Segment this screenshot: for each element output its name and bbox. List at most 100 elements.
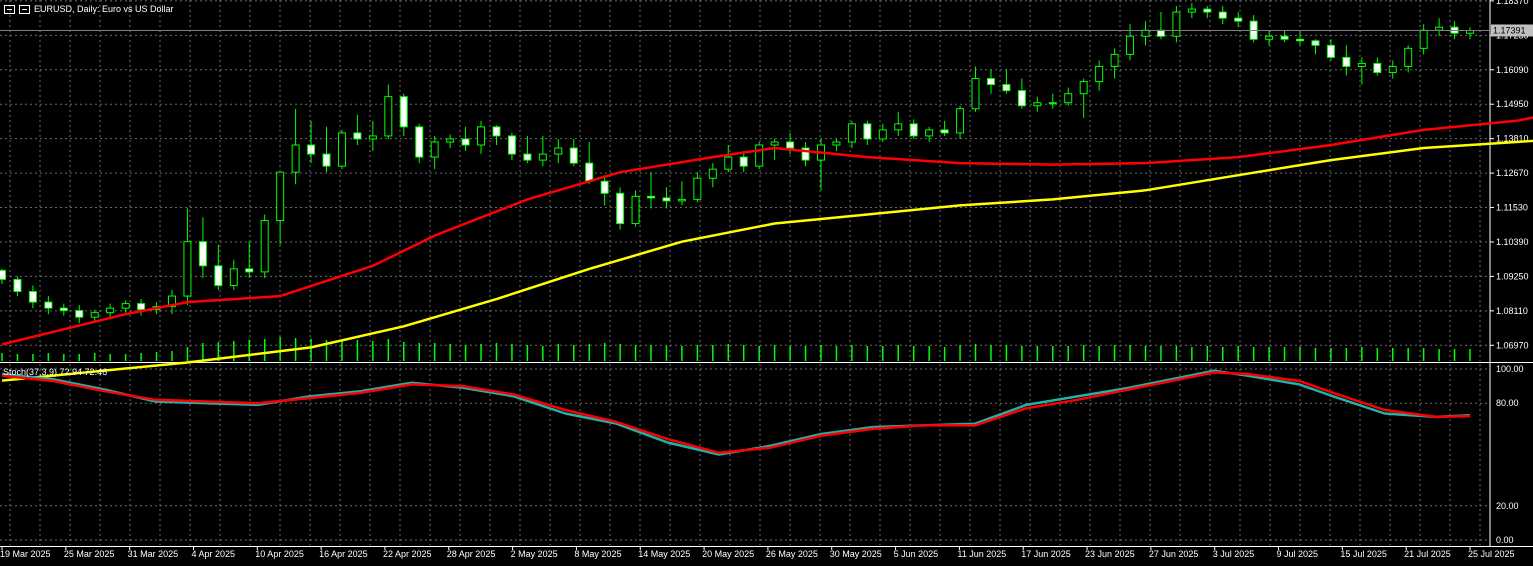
bear-candle xyxy=(75,310,84,318)
y-tick-label: 1.06970 xyxy=(1496,340,1529,350)
bear-candle xyxy=(461,138,470,146)
bear-candle xyxy=(28,291,37,303)
bull-candle xyxy=(477,126,486,146)
bull-candle xyxy=(724,156,733,170)
bear-candle xyxy=(214,265,223,286)
stochastic-label: Stoch(37,3,9) 72.94 72.46 xyxy=(3,367,108,377)
bear-candle xyxy=(198,241,207,267)
bull-candle xyxy=(1126,35,1135,55)
bear-candle xyxy=(662,197,671,202)
bull-candle xyxy=(755,144,764,167)
bull-candle xyxy=(1435,26,1444,31)
bear-candle xyxy=(1017,90,1026,107)
bull-candle xyxy=(1141,29,1150,37)
bear-candle xyxy=(307,144,316,155)
bull-candle xyxy=(956,108,965,134)
chart-title-bar: EURUSD, Daily: Euro vs US Dollar xyxy=(4,4,174,14)
bear-candle xyxy=(0,269,6,280)
bear-candle xyxy=(600,180,609,194)
y-tick-label: 1.12670 xyxy=(1496,168,1529,178)
bull-candle xyxy=(90,312,99,318)
bull-candle xyxy=(430,141,439,158)
bear-candle xyxy=(585,162,594,182)
y-tick-label: 1.11530 xyxy=(1496,203,1528,213)
bear-candle xyxy=(322,153,331,167)
bull-candle xyxy=(337,132,346,167)
bull-candle xyxy=(1404,47,1413,67)
stoch-main-line xyxy=(1,369,1471,456)
bull-candle xyxy=(1419,29,1428,49)
bear-candle xyxy=(507,135,516,155)
bear-candle xyxy=(616,192,625,225)
x-tick-label: 28 Apr 2025 xyxy=(447,549,496,559)
x-tick-label: 31 Mar 2025 xyxy=(128,549,179,559)
bull-candle xyxy=(229,268,238,286)
bull-candle xyxy=(631,195,640,225)
x-tick-label: 25 Mar 2025 xyxy=(64,549,115,559)
bull-candle xyxy=(106,307,115,314)
x-tick-label: 4 Apr 2025 xyxy=(191,549,235,559)
bull-candle xyxy=(1079,81,1088,95)
bear-candle xyxy=(1326,44,1335,58)
bull-candle xyxy=(677,198,686,202)
x-tick-label: 16 Apr 2025 xyxy=(319,549,368,559)
x-tick-label: 27 Jun 2025 xyxy=(1149,549,1199,559)
x-tick-label: 20 May 2025 xyxy=(702,549,754,559)
bear-candle xyxy=(1296,38,1305,42)
chart-title: EURUSD, Daily: Euro vs US Dollar xyxy=(34,4,174,14)
bear-candle xyxy=(492,126,501,137)
bear-candle xyxy=(863,123,872,140)
x-tick-label: 19 Mar 2025 xyxy=(0,549,51,559)
bear-candle xyxy=(399,96,408,128)
bull-candle xyxy=(1265,35,1274,40)
x-tick-label: 11 Jun 2025 xyxy=(957,549,1006,559)
bear-candle xyxy=(523,153,532,161)
bear-candle xyxy=(647,195,656,199)
bear-candle xyxy=(1280,35,1289,40)
bull-candle xyxy=(925,129,934,137)
x-tick-label: 10 Apr 2025 xyxy=(255,549,304,559)
bear-candle xyxy=(739,156,748,167)
bear-candle xyxy=(1203,8,1212,13)
y-tick-label: 1.08110 xyxy=(1496,306,1528,316)
bear-candle xyxy=(1002,84,1011,92)
bear-candle xyxy=(1373,62,1382,74)
bear-candle xyxy=(1311,40,1320,46)
y-tick-label: 1.18370 xyxy=(1496,0,1529,6)
bull-candle xyxy=(1033,102,1042,107)
bear-candle xyxy=(1218,11,1227,19)
bear-candle xyxy=(1342,56,1351,67)
bull-candle xyxy=(1357,62,1366,67)
current-price-label: 1.17391 xyxy=(1493,25,1526,35)
candle-type-icon[interactable] xyxy=(19,4,30,14)
bull-candle xyxy=(708,168,717,179)
bear-candle xyxy=(13,278,22,293)
bull-candle xyxy=(260,220,269,273)
bear-candle xyxy=(569,147,578,164)
bull-candle xyxy=(167,295,176,308)
bull-candle xyxy=(276,171,285,222)
bull-candle xyxy=(1110,53,1119,67)
grid-menu-icon[interactable] xyxy=(4,4,15,14)
bear-candle xyxy=(137,303,146,311)
bull-candle xyxy=(446,138,455,143)
stoch-tick-label: 80.00 xyxy=(1496,398,1519,408)
x-tick-label: 23 Jun 2025 xyxy=(1085,549,1135,559)
bull-candle xyxy=(1388,65,1397,74)
bear-candle xyxy=(44,301,53,309)
bull-candle xyxy=(291,144,300,173)
bull-candle xyxy=(894,123,903,131)
bear-candle xyxy=(353,132,362,140)
current-price-box xyxy=(1491,24,1533,37)
stoch-tick-label: 100.00 xyxy=(1496,364,1524,374)
y-tick-label: 1.16090 xyxy=(1496,65,1529,75)
x-tick-label: 9 Jul 2025 xyxy=(1277,549,1319,559)
bear-candle xyxy=(909,123,918,137)
bull-candle xyxy=(1187,8,1196,13)
bull-candle xyxy=(878,129,887,140)
y-tick-label: 1.10390 xyxy=(1496,237,1529,247)
x-tick-label: 8 May 2025 xyxy=(574,549,621,559)
